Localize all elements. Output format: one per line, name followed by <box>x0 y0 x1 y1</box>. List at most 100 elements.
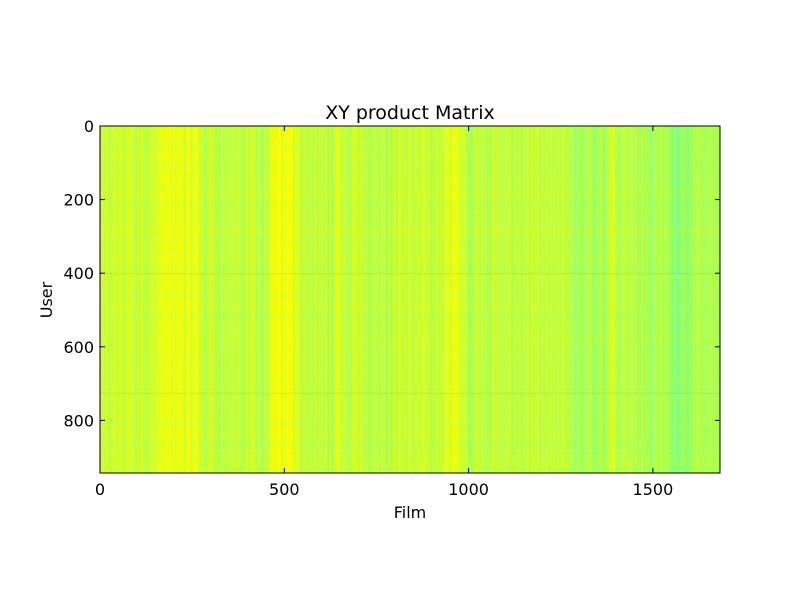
heatmap-column <box>146 126 148 473</box>
heatmap-row <box>100 419 720 421</box>
heatmap-column <box>296 126 298 473</box>
heatmap-column <box>601 126 603 473</box>
heatmap-column <box>290 126 292 473</box>
heatmap-row <box>100 145 720 147</box>
heatmap-row <box>100 260 720 262</box>
heatmap-row <box>100 446 720 448</box>
heatmap-column <box>245 126 247 473</box>
heatmap-column <box>212 126 214 473</box>
heatmap-row <box>100 172 720 174</box>
heatmap-column <box>388 126 390 473</box>
heatmap-row <box>100 463 720 465</box>
heatmap-column <box>531 126 533 473</box>
heatmap-column <box>543 126 545 473</box>
heatmap-column <box>498 126 500 473</box>
heatmap-row <box>100 245 720 247</box>
heatmap-column <box>196 126 198 473</box>
heatmap-row <box>100 289 720 291</box>
heatmap-column <box>304 126 306 473</box>
heatmap-column <box>459 126 461 473</box>
heatmap-column <box>172 126 174 473</box>
heatmap-row <box>100 240 720 242</box>
heatmap-column <box>108 126 110 473</box>
heatmap-column <box>124 126 126 473</box>
heatmap-column <box>484 126 486 473</box>
heatmap-column <box>399 126 401 473</box>
heatmap-column <box>325 126 327 473</box>
heatmap-column <box>704 126 706 473</box>
heatmap-row <box>100 190 720 192</box>
heatmap-column <box>421 126 423 473</box>
heatmap-column <box>417 126 419 473</box>
heatmap-column <box>423 126 425 473</box>
heatmap-column <box>445 126 447 473</box>
heatmap-column <box>203 126 205 473</box>
heatmap-column <box>318 126 320 473</box>
heatmap-column <box>201 126 203 473</box>
heatmap-column <box>678 126 680 473</box>
heatmap-column <box>200 126 202 473</box>
heatmap-column <box>240 126 242 473</box>
heatmap-column <box>560 126 562 473</box>
heatmap-column <box>153 126 155 473</box>
heatmap-column <box>210 126 212 473</box>
heatmap-column <box>568 126 570 473</box>
heatmap-column <box>403 126 405 473</box>
heatmap-column <box>171 126 173 473</box>
heatmap-column <box>264 126 266 473</box>
heatmap-column <box>152 126 154 473</box>
heatmap-column <box>689 126 691 473</box>
heatmap-column <box>324 126 326 473</box>
heatmap-column <box>513 126 515 473</box>
heatmap-column <box>571 126 573 473</box>
heatmap-column <box>604 126 606 473</box>
heatmap-column <box>296 126 298 473</box>
heatmap-column <box>218 126 220 473</box>
heatmap-row <box>100 466 720 468</box>
heatmap-column <box>669 126 671 473</box>
heatmap-column <box>192 126 194 473</box>
heatmap-column <box>158 126 160 473</box>
heatmap-row <box>100 371 720 373</box>
heatmap-column <box>283 126 285 473</box>
heatmap-row <box>100 203 720 205</box>
heatmap-column <box>371 126 373 473</box>
heatmap-column <box>684 126 686 473</box>
heatmap-column <box>234 126 236 473</box>
heatmap-column <box>638 126 640 473</box>
heatmap-row <box>100 218 720 220</box>
heatmap-column <box>592 126 594 473</box>
heatmap-column <box>173 126 175 473</box>
heatmap-column <box>308 126 310 473</box>
heatmap-column <box>422 126 424 473</box>
heatmap-row <box>100 439 720 441</box>
heatmap-column <box>410 126 412 473</box>
heatmap-column <box>301 126 303 473</box>
heatmap-column <box>106 126 108 473</box>
heatmap-column <box>699 126 701 473</box>
heatmap-column <box>568 126 570 473</box>
heatmap-column <box>628 126 630 473</box>
heatmap-column <box>701 126 703 473</box>
x-tick-label: 1500 <box>633 480 674 499</box>
heatmap-column <box>355 126 357 473</box>
heatmap-column <box>480 126 482 473</box>
heatmap-column <box>255 126 257 473</box>
heatmap-column <box>236 126 238 473</box>
x-tick-label: 1000 <box>448 480 489 499</box>
heatmap-column <box>588 126 590 473</box>
heatmap-column <box>193 126 195 473</box>
heatmap-column <box>660 126 662 473</box>
heatmap-column <box>461 126 463 473</box>
heatmap-column <box>335 126 337 473</box>
heatmap-row <box>100 267 720 269</box>
heatmap-row <box>100 430 720 432</box>
heatmap-row <box>100 459 720 461</box>
heatmap-column <box>490 126 492 473</box>
heatmap-row <box>100 404 720 406</box>
heatmap-column <box>640 126 642 473</box>
heatmap-column <box>433 126 435 473</box>
heatmap-column <box>585 126 587 473</box>
heatmap-column <box>659 126 661 473</box>
heatmap-column <box>607 126 609 473</box>
